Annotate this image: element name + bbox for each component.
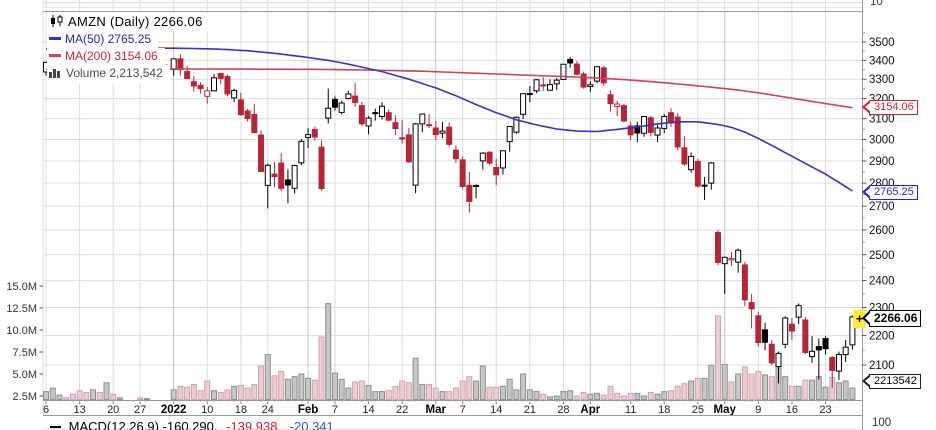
svg-text:3400: 3400 bbox=[869, 55, 895, 67]
svg-text:7.5M: 7.5M bbox=[13, 347, 37, 359]
svg-text:7: 7 bbox=[460, 404, 466, 416]
svg-text:2200: 2200 bbox=[869, 331, 895, 343]
svg-text:23: 23 bbox=[819, 404, 831, 416]
svg-text:11: 11 bbox=[625, 404, 636, 416]
macd-value-1: MACD(12,26,9) -160.290, bbox=[68, 419, 218, 430]
svg-text:20: 20 bbox=[107, 404, 119, 416]
macd-line-icon bbox=[50, 426, 61, 428]
ma200-line-icon bbox=[49, 54, 61, 57]
svg-text:10.0M: 10.0M bbox=[6, 325, 37, 337]
svg-text:22: 22 bbox=[396, 404, 408, 416]
macd-value-2: -139.938, bbox=[226, 419, 282, 430]
svg-text:13: 13 bbox=[73, 404, 85, 416]
ma200-price-tag: 3154.06 bbox=[862, 100, 918, 115]
svg-text:14: 14 bbox=[362, 404, 374, 416]
svg-text:Feb: Feb bbox=[298, 404, 318, 416]
svg-text:3100: 3100 bbox=[869, 114, 895, 126]
svg-text:28: 28 bbox=[557, 404, 569, 416]
volume-bars-icon bbox=[49, 67, 62, 82]
svg-text:2500: 2500 bbox=[869, 250, 895, 262]
chart-legend: AMZN (Daily) 2266.06 MA(50) 2765.25 MA(2… bbox=[47, 13, 210, 83]
macd-legend: MACD(12,26,9) -160.290, -139.938, -20.34… bbox=[50, 419, 339, 430]
svg-text:May: May bbox=[714, 404, 737, 416]
svg-text:18: 18 bbox=[235, 404, 247, 416]
svg-text:25: 25 bbox=[692, 404, 704, 416]
svg-text:2900: 2900 bbox=[869, 156, 895, 168]
svg-text:Mar: Mar bbox=[426, 404, 447, 416]
svg-text:21: 21 bbox=[524, 404, 536, 416]
svg-text:10: 10 bbox=[201, 404, 213, 416]
svg-text:2.5M: 2.5M bbox=[13, 391, 37, 403]
svg-text:16: 16 bbox=[786, 404, 798, 416]
svg-text:2022: 2022 bbox=[161, 404, 187, 416]
svg-text:3500: 3500 bbox=[869, 37, 895, 49]
svg-text:12.5M: 12.5M bbox=[6, 303, 37, 315]
lower-pane-scale-label: 100 bbox=[872, 417, 892, 429]
macd-value-3: -20.341 bbox=[289, 419, 334, 430]
svg-text:7: 7 bbox=[332, 404, 338, 416]
svg-text:15.0M: 15.0M bbox=[6, 281, 37, 293]
svg-text:2700: 2700 bbox=[869, 201, 895, 213]
legend-symbol-text: AMZN (Daily) 2266.06 bbox=[68, 14, 203, 29]
svg-text:Apr: Apr bbox=[580, 404, 600, 416]
svg-text:27: 27 bbox=[134, 404, 146, 416]
legend-volume-text: Volume 2,213,542 bbox=[66, 66, 163, 80]
svg-text:2600: 2600 bbox=[869, 225, 895, 237]
ma50-price-tag: 2765.25 bbox=[862, 185, 918, 200]
svg-text:2400: 2400 bbox=[869, 276, 895, 288]
legend-ma50-row: MA(50) 2765.25 bbox=[47, 31, 159, 48]
svg-text:9: 9 bbox=[755, 404, 761, 416]
upper-pane-scale-label: 10 bbox=[870, 0, 883, 8]
svg-text:14: 14 bbox=[490, 404, 502, 416]
svg-text:2100: 2100 bbox=[869, 360, 895, 372]
legend-volume-row: Volume 2,213,542 bbox=[47, 65, 170, 83]
legend-ma50-text: MA(50) 2765.25 bbox=[65, 32, 152, 46]
ma50-line-icon bbox=[49, 37, 61, 40]
svg-text:18: 18 bbox=[658, 404, 670, 416]
legend-ma200-row: MA(200) 3154.06 bbox=[47, 48, 165, 65]
legend-symbol-row: AMZN (Daily) 2266.06 bbox=[47, 13, 210, 31]
svg-text:3300: 3300 bbox=[869, 74, 895, 86]
svg-text:6: 6 bbox=[43, 404, 49, 416]
candlestick-icon bbox=[49, 15, 64, 30]
legend-ma200-text: MA(200) 3154.06 bbox=[65, 49, 158, 63]
volume-tag: 2213542 bbox=[862, 374, 921, 389]
svg-text:5.0M: 5.0M bbox=[13, 369, 37, 381]
svg-text:3000: 3000 bbox=[869, 134, 895, 146]
last-price-tag: 2266.06 bbox=[861, 310, 922, 327]
svg-text:24: 24 bbox=[262, 404, 274, 416]
